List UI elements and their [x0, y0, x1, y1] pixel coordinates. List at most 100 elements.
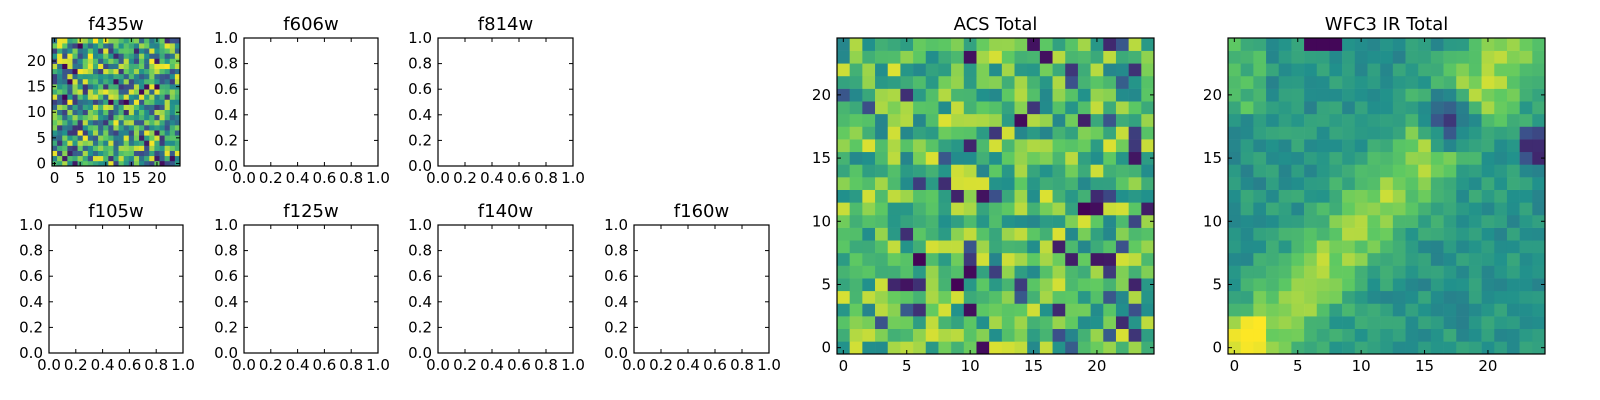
heatmap-cell [57, 104, 63, 110]
heatmap-cell [887, 240, 901, 254]
heatmap-cell [1329, 177, 1343, 190]
heatmap-cell [875, 240, 889, 254]
heatmap-cell [128, 94, 135, 100]
heatmap-cell [1240, 240, 1254, 254]
x-tick-label: 5 [902, 357, 912, 375]
heatmap-cell [133, 155, 140, 162]
heatmap-cell [1103, 164, 1117, 178]
heatmap-cell [1506, 113, 1520, 127]
heatmap-cell [128, 43, 135, 49]
heatmap-cell [913, 151, 927, 165]
heatmap-cell [1228, 303, 1241, 317]
heatmap-cell [925, 38, 939, 51]
heatmap-cell [1494, 151, 1508, 165]
heatmap-cell [164, 53, 171, 59]
heatmap-cell [1128, 240, 1142, 254]
heatmap-cell [1481, 50, 1495, 64]
heatmap-cell [1443, 303, 1457, 317]
heatmap-cell [1443, 38, 1457, 51]
heatmap-cell [938, 303, 952, 317]
heatmap-cell [1354, 214, 1368, 228]
heatmap-cell [1468, 341, 1482, 355]
heatmap-cell [1481, 113, 1495, 127]
heatmap-cell [1291, 303, 1305, 317]
heatmap-cell [72, 130, 78, 136]
heatmap-cell [103, 109, 109, 116]
y-tick-label: 20 [812, 86, 831, 104]
heatmap-cell [1115, 227, 1129, 241]
heatmap-cell [57, 89, 63, 95]
heatmap-cell [1316, 151, 1330, 165]
heatmap-cell [1027, 50, 1041, 64]
heatmap-cell [887, 341, 901, 355]
heatmap-cell [1532, 278, 1546, 292]
heatmap-cell [103, 155, 109, 162]
heatmap-cell [82, 150, 89, 157]
heatmap-cell [900, 151, 914, 165]
heatmap-cell [951, 113, 965, 127]
heatmap-cell [1052, 202, 1066, 216]
heatmap-cell [123, 150, 130, 157]
heatmap-cell [1304, 63, 1318, 77]
heatmap-cell [1443, 328, 1457, 342]
heatmap-cell [118, 145, 124, 151]
heatmap-cell [154, 99, 160, 105]
heatmap-cell [951, 341, 965, 355]
heatmap-cell [989, 101, 1003, 115]
heatmap-cell [976, 328, 990, 342]
heatmap-cell [900, 38, 914, 51]
heatmap-cell [1481, 328, 1495, 342]
heatmap-cell [62, 145, 68, 151]
heatmap-cell [82, 145, 89, 151]
heatmap-cell [128, 150, 135, 157]
heatmap-cell [1354, 38, 1368, 51]
heatmap-cell [87, 89, 94, 95]
heatmap-cell [1367, 202, 1381, 216]
heatmap-cell [139, 145, 145, 151]
heatmap-cell [92, 78, 99, 85]
heatmap-cell [139, 94, 145, 100]
heatmap-cell [82, 94, 89, 100]
heatmap-cell [154, 43, 160, 49]
heatmap-cell [1141, 240, 1155, 254]
y-tick-label: 1.0 [214, 29, 238, 47]
heatmap-cell [92, 119, 99, 126]
heatmap-cell [1430, 151, 1444, 165]
heatmap-cell [98, 125, 104, 131]
heatmap-cell [1027, 126, 1041, 140]
heatmap-cell [103, 73, 109, 80]
heatmap-cell [1329, 240, 1343, 254]
heatmap-cell [913, 50, 927, 64]
heatmap-cell [1103, 177, 1117, 190]
heatmap-cell [118, 89, 124, 95]
heatmap-cell [875, 290, 889, 304]
axes-frame [243, 37, 379, 167]
x-tick-label: 20 [1087, 357, 1106, 375]
heatmap-cell [862, 278, 876, 292]
heatmap-cell [1027, 63, 1041, 77]
heatmap-cell [1304, 75, 1318, 89]
heatmap-cell [52, 150, 58, 157]
heatmap-cell [87, 84, 94, 90]
heatmap-cell [82, 78, 89, 85]
heatmap-cell [169, 135, 176, 141]
heatmap-cell [938, 63, 952, 77]
heatmap-cell [72, 63, 78, 70]
heatmap-cell [976, 303, 990, 317]
heatmap-cell [164, 68, 171, 75]
heatmap-cell [1115, 328, 1129, 342]
heatmap-cell [1380, 189, 1394, 203]
heatmap-cell [133, 38, 140, 44]
heatmap-cell [1065, 316, 1079, 330]
heatmap-cell [1342, 278, 1356, 292]
heatmap-cell [1481, 139, 1495, 153]
heatmap-cell [1494, 240, 1508, 254]
heatmap-cell [149, 155, 155, 162]
heatmap-cell [925, 265, 939, 279]
y-tick-label: 0.4 [214, 106, 238, 124]
heatmap-cell [1380, 63, 1394, 77]
heatmap-cell [1532, 63, 1546, 77]
heatmap-cell [1103, 278, 1117, 292]
